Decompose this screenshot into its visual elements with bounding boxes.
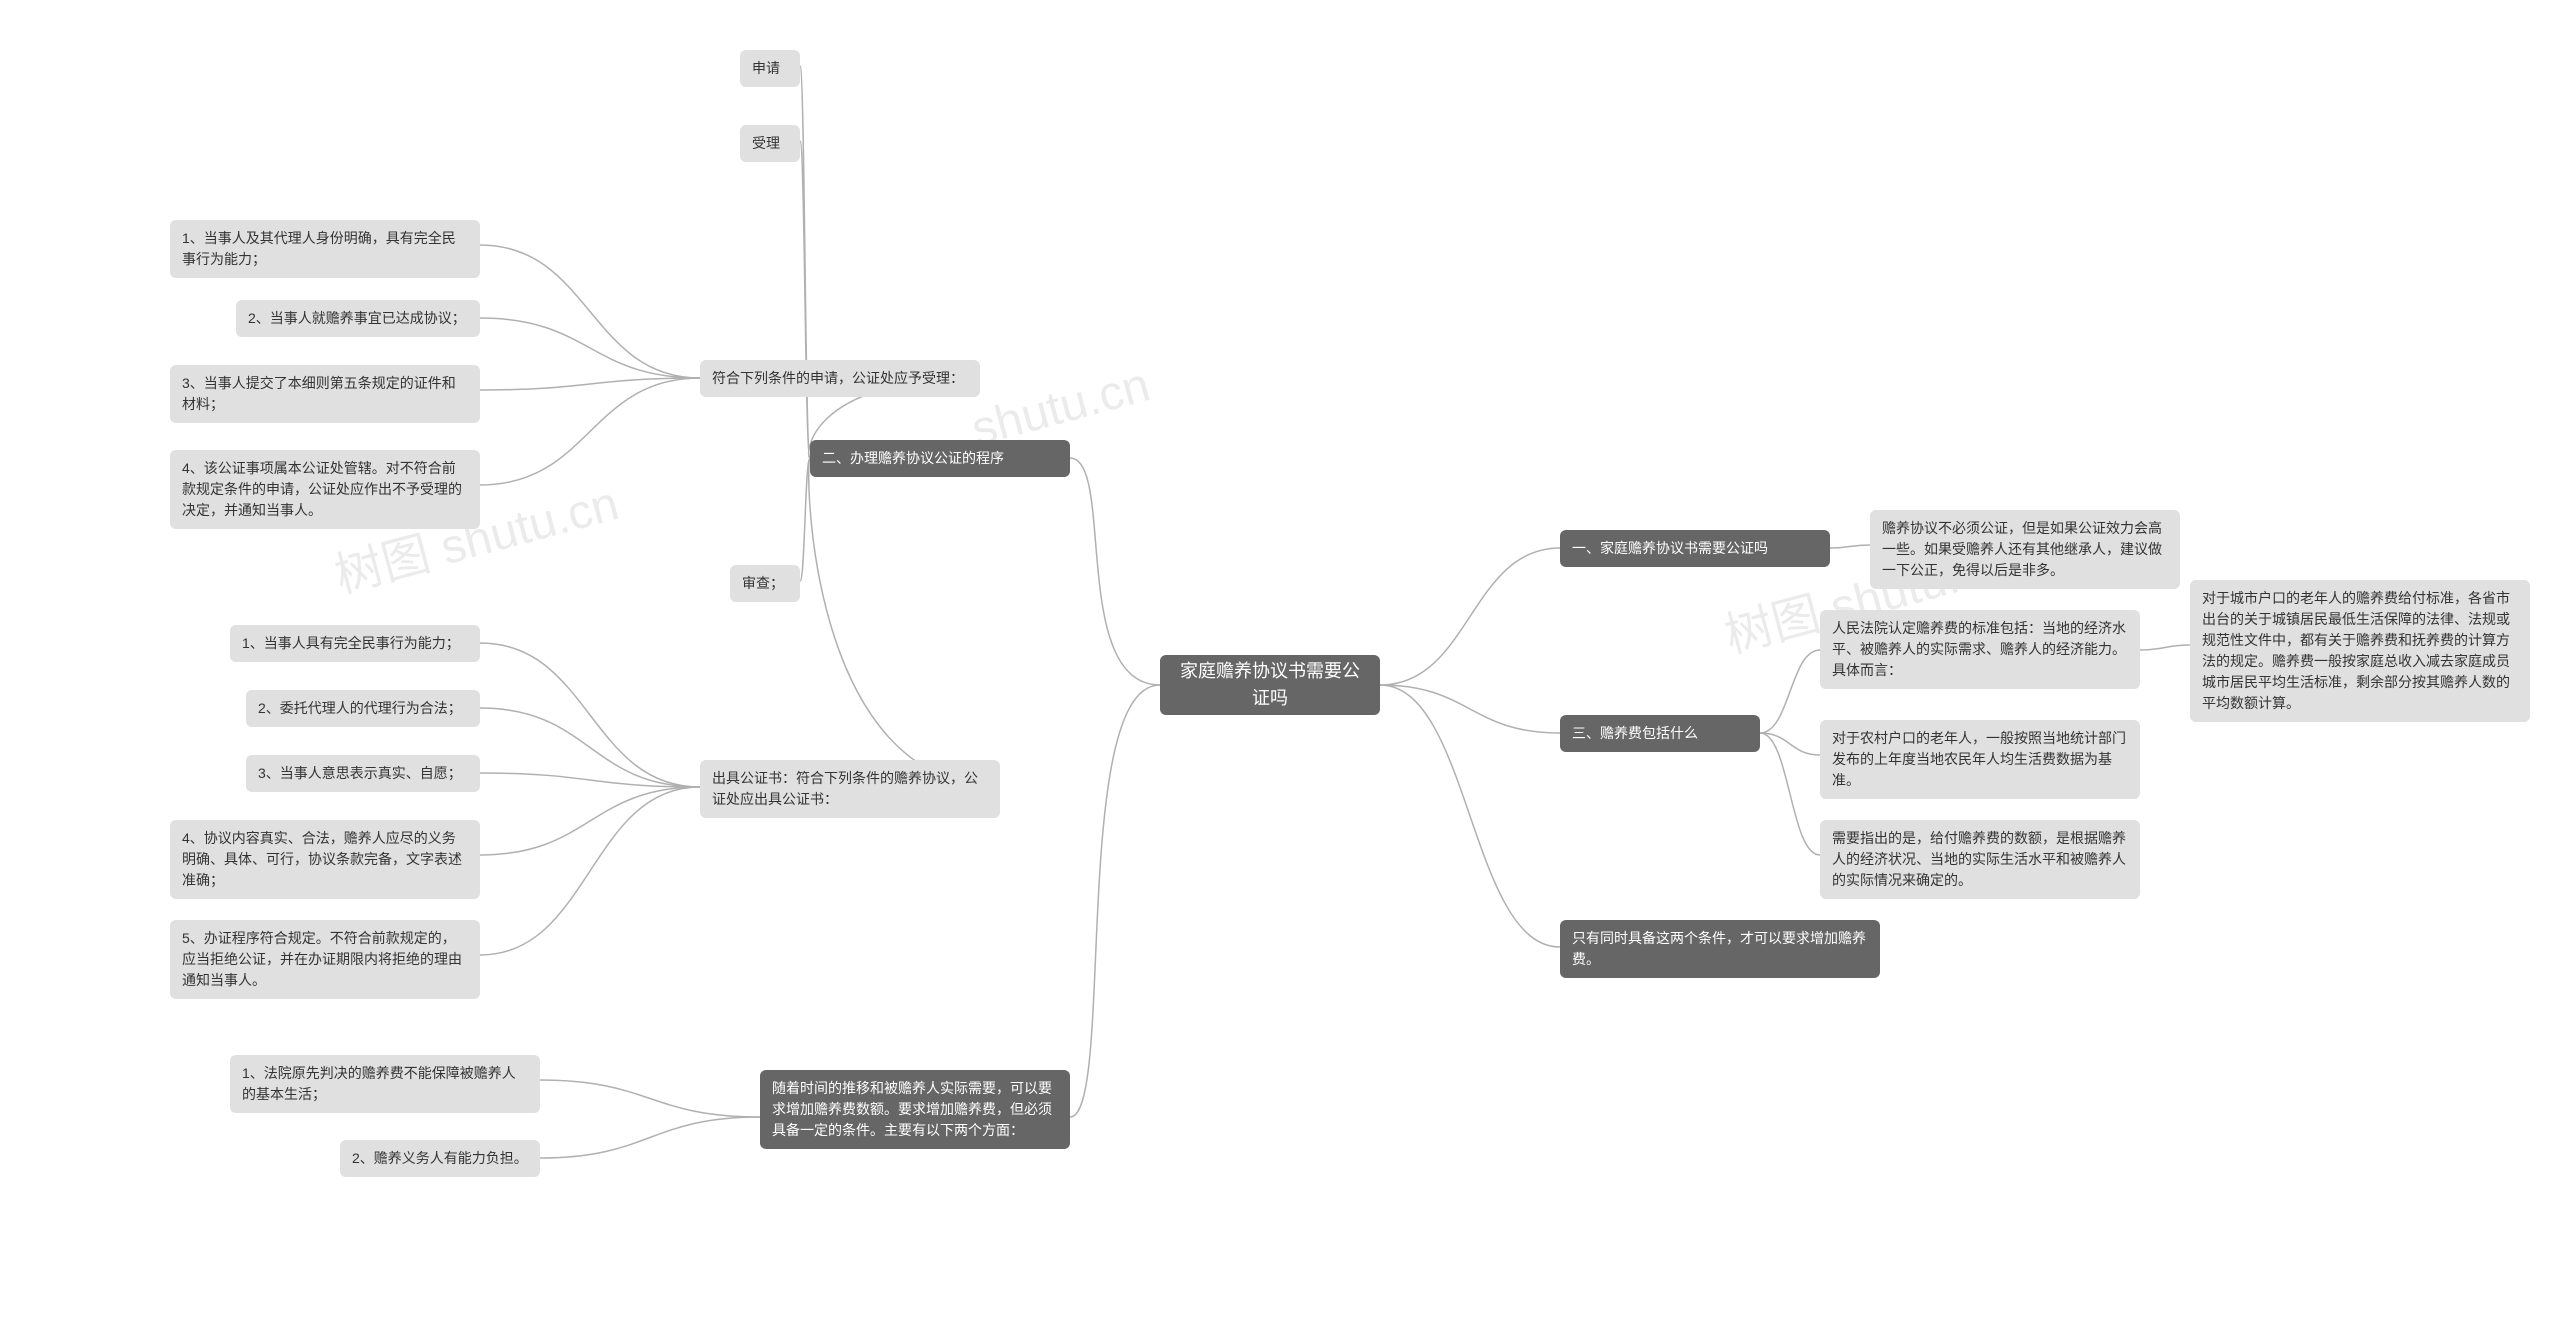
leaf-l1b[interactable]: 受理 [740, 125, 800, 162]
branch-r3[interactable]: 只有同时具备这两个条件，才可以要求增加赡养费。 [1560, 920, 1880, 978]
leaf-l1c4[interactable]: 4、该公证事项属本公证处管辖。对不符合前款规定条件的申请，公证处应作出不予受理的… [170, 450, 480, 529]
branch-l1[interactable]: 二、办理赡养协议公证的程序 [810, 440, 1070, 477]
leaf-r2b[interactable]: 对于农村户口的老年人，一般按照当地统计部门发布的上年度当地农民年人均生活费数据为… [1820, 720, 2140, 799]
leaf-l1c[interactable]: 符合下列条件的申请，公证处应予受理： [700, 360, 980, 397]
branch-r2[interactable]: 三、赡养费包括什么 [1560, 715, 1760, 752]
leaf-r1a[interactable]: 赡养协议不必须公证，但是如果公证效力会高一些。如果受赡养人还有其他继承人，建议做… [1870, 510, 2180, 589]
mindmap-root[interactable]: 家庭赡养协议书需要公证吗 [1160, 655, 1380, 715]
leaf-l1c3[interactable]: 3、当事人提交了本细则第五条规定的证件和材料； [170, 365, 480, 423]
leaf-l1e[interactable]: 出具公证书：符合下列条件的赡养协议，公证处应出具公证书： [700, 760, 1000, 818]
branch-l2[interactable]: 随着时间的推移和被赡养人实际需要，可以要求增加赡养费数额。要求增加赡养费，但必须… [760, 1070, 1070, 1149]
leaf-r2a1[interactable]: 对于城市户口的老年人的赡养费给付标准，各省市出台的关于城镇居民最低生活保障的法律… [2190, 580, 2530, 722]
leaf-l1c1[interactable]: 1、当事人及其代理人身份明确，具有完全民事行为能力； [170, 220, 480, 278]
leaf-l1e1[interactable]: 1、当事人具有完全民事行为能力； [230, 625, 480, 662]
leaf-r2a[interactable]: 人民法院认定赡养费的标准包括：当地的经济水平、被赡养人的实际需求、赡养人的经济能… [1820, 610, 2140, 689]
leaf-r2c[interactable]: 需要指出的是，给付赡养费的数额，是根据赡养人的经济状况、当地的实际生活水平和被赡… [1820, 820, 2140, 899]
leaf-l1a[interactable]: 申请 [740, 50, 800, 87]
leaf-l1e5[interactable]: 5、办证程序符合规定。不符合前款规定的，应当拒绝公证，并在办证期限内将拒绝的理由… [170, 920, 480, 999]
leaf-l2b[interactable]: 2、赡养义务人有能力负担。 [340, 1140, 540, 1177]
branch-r1[interactable]: 一、家庭赡养协议书需要公证吗 [1560, 530, 1830, 567]
leaf-l1c2[interactable]: 2、当事人就赡养事宜已达成协议； [236, 300, 480, 337]
leaf-l1d[interactable]: 审查； [730, 565, 800, 602]
leaf-l1e2[interactable]: 2、委托代理人的代理行为合法； [246, 690, 480, 727]
leaf-l1e4[interactable]: 4、协议内容真实、合法，赡养人应尽的义务明确、具体、可行，协议条款完备，文字表述… [170, 820, 480, 899]
leaf-l1e3[interactable]: 3、当事人意思表示真实、自愿； [246, 755, 480, 792]
leaf-l2a[interactable]: 1、法院原先判决的赡养费不能保障被赡养人的基本生活； [230, 1055, 540, 1113]
